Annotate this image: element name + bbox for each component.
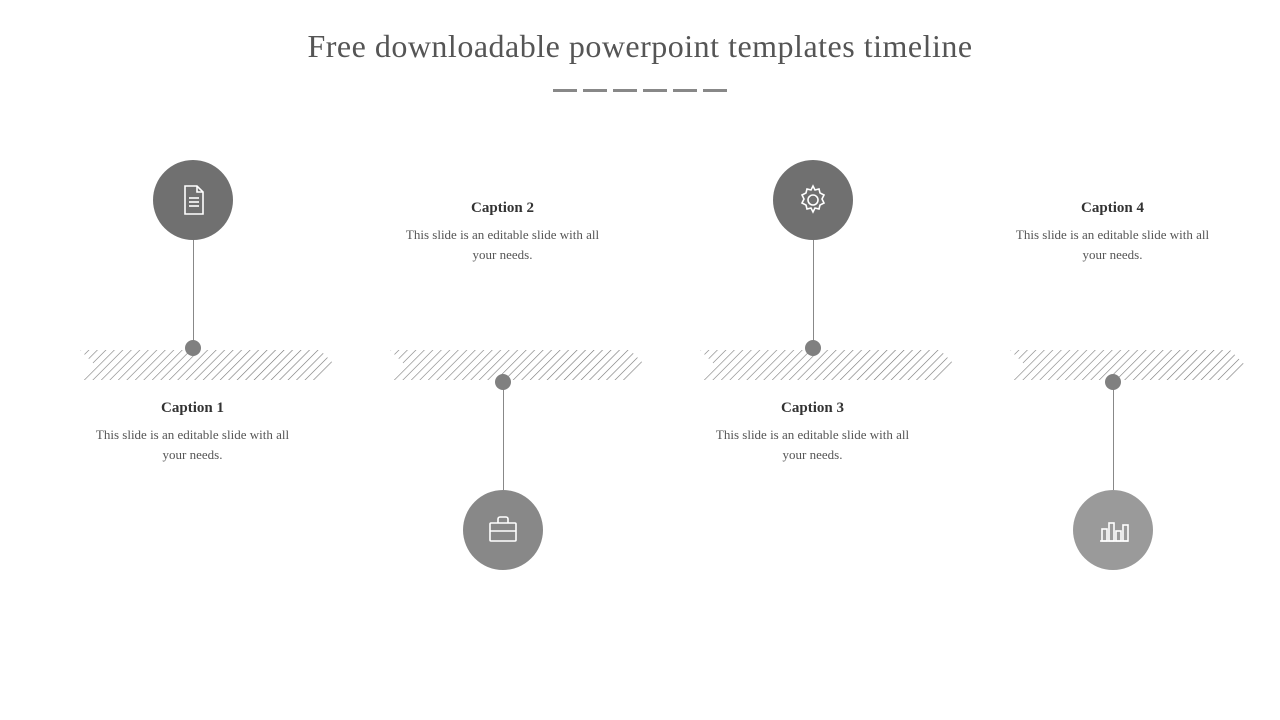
timeline-connector — [193, 240, 194, 350]
timeline-caption-block: Caption 1 This slide is an editable slide… — [83, 400, 303, 464]
timeline-dot — [805, 340, 821, 356]
caption-body: This slide is an editable slide with all… — [703, 425, 923, 464]
timeline-dot — [495, 374, 511, 390]
document-icon — [153, 160, 233, 240]
timeline-container: Caption 1 This slide is an editable slide… — [0, 0, 1280, 720]
timeline-connector — [503, 380, 504, 490]
timeline-connector — [1113, 380, 1114, 490]
timeline-arrow-segment — [1010, 350, 1245, 380]
gear-icon — [773, 160, 853, 240]
barchart-icon — [1073, 490, 1153, 570]
timeline-arrow-segment — [390, 350, 645, 380]
caption-body: This slide is an editable slide with all… — [1003, 225, 1223, 264]
timeline-caption-block: Caption 2 This slide is an editable slide… — [393, 200, 613, 264]
timeline-arrow-segment — [80, 350, 335, 380]
timeline-dot — [185, 340, 201, 356]
timeline-caption-block: Caption 3 This slide is an editable slide… — [703, 400, 923, 464]
caption-title: Caption 4 — [1003, 200, 1223, 217]
caption-body: This slide is an editable slide with all… — [83, 425, 303, 464]
briefcase-icon — [463, 490, 543, 570]
caption-body: This slide is an editable slide with all… — [393, 225, 613, 264]
caption-title: Caption 1 — [83, 400, 303, 417]
timeline-arrow-segment — [700, 350, 955, 380]
caption-title: Caption 2 — [393, 200, 613, 217]
caption-title: Caption 3 — [703, 400, 923, 417]
timeline-dot — [1105, 374, 1121, 390]
timeline-caption-block: Caption 4 This slide is an editable slide… — [1003, 200, 1223, 264]
timeline-connector — [813, 240, 814, 350]
